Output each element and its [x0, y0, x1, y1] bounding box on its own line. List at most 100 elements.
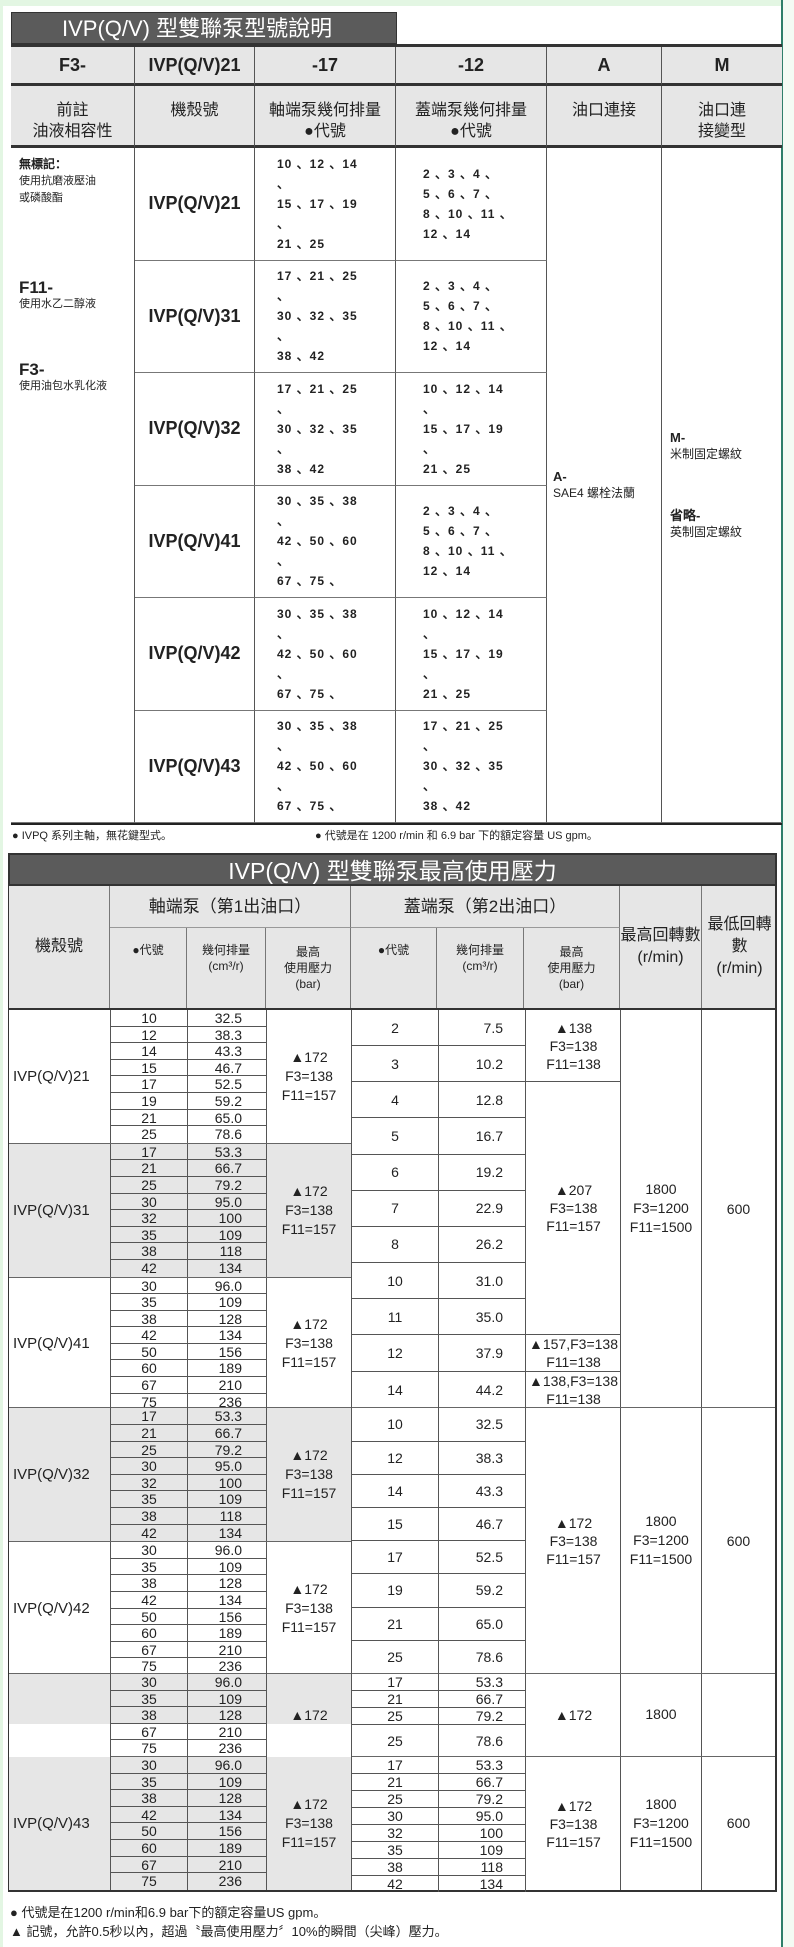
pressure-line: F11=157 — [281, 1619, 337, 1636]
cover-pump-header: 蓋端泵（第2出油口） — [351, 886, 620, 928]
cover-maxp-header-line: 使用壓力 — [547, 961, 596, 975]
shaft-disp-cell: 134 — [187, 1259, 266, 1277]
cover-code-cell: 7 — [352, 1191, 438, 1227]
shaft-code-cell: 50 — [110, 1823, 187, 1840]
model-block: IVP(Q/V)21 10 32.5 12 38.3 14 43.3 15 46.7 17 52.5… — [9, 1010, 351, 1144]
code-line: 5 、6 、7 、 — [423, 299, 499, 314]
shaft-code-header: ●代號 — [110, 928, 187, 1008]
cover-disp-cell: 78.6 — [438, 1724, 525, 1757]
cover-codes-cell: 2 、3 、4 、 5 、6 、7 、 8 、10 、11 、 12 、14 — [396, 485, 547, 598]
shaft-code-cell: 38 — [110, 1575, 187, 1592]
subheader-cell: 軸端泵幾何排量 ●代號 — [255, 86, 396, 148]
model-block: IVP(Q/V)43 30 96.0 35 109 38 128 42 134 50 156 60 18… — [9, 1756, 351, 1890]
cover-code-cell: 17 — [352, 1757, 438, 1774]
code-line: 38 、42 — [277, 461, 326, 476]
max-rpm-cell: 1800 — [620, 1673, 701, 1756]
pressure-line: F3=138 — [285, 1466, 333, 1483]
shaft-disp-cell: 134 — [187, 1327, 266, 1344]
cover-code-cell: 42 — [387, 1875, 403, 1892]
shaft-disp-cell: 236 — [187, 1658, 266, 1675]
shaft-code-cell: 50 — [110, 1608, 187, 1626]
port-desc: SAE4 螺栓法蘭 — [553, 486, 636, 500]
pressure-line: F11=157 — [546, 1551, 601, 1568]
cover-code-cell: 6 — [352, 1155, 438, 1191]
shaft-disp-header: 幾何排量 (cm³/r) — [187, 928, 266, 1008]
shaft-disp-cell: 52.5 — [187, 1076, 266, 1093]
shaft-code-cell: 30 — [110, 1542, 187, 1559]
model-code-title: IVP(Q/V) 型雙聯泵型號說明 — [11, 12, 397, 44]
shaft-code-cell: 32 — [110, 1210, 187, 1227]
min-rpm-cell: 600 — [700, 1408, 775, 1673]
model-code-table: F3- IVP(Q/V)21 -17 -12 A M 前註 油液相容性 機殼號 軸端泵幾何排量 ●代… — [11, 44, 782, 825]
cover-codes-cell: 2 、3 、4 、 5 、6 、7 、 8 、10 、11 、 12 、14 — [396, 260, 547, 373]
subheader-line: 軸端泵幾何排量 — [268, 102, 381, 119]
pressure-line: F3=138 — [549, 1037, 598, 1054]
pressure-note-2: ▲ 記號，允許0.5秒以內，超過〝最高使用壓力〞10%的瞬間（尖峰）壓力。 — [10, 1924, 448, 1939]
cover-disp-cell: 118 — [438, 1858, 525, 1876]
shaft-code-cell: 10 — [110, 1010, 187, 1027]
variant-desc: 英制固定螺紋 — [670, 525, 743, 539]
port-variant-cell: M- 米制固定螺紋 省略- 英制固定螺紋 — [662, 148, 782, 823]
shaft-disp-cell: 210 — [187, 1856, 266, 1874]
max-rpm-header-line: (r/min) — [637, 949, 684, 966]
cover-maxp-header-line: 最高 — [559, 945, 584, 959]
shaft-code-cell: 17 — [110, 1076, 187, 1093]
model-label — [9, 1673, 110, 1757]
shaft-disp-cell: 79.2 — [187, 1176, 266, 1194]
cover-disp-cell: 100 — [438, 1824, 525, 1842]
shaft-codes-cell: 17 、21 、25 、 30 、32 、35 、 38 、42 — [255, 373, 396, 486]
shaft-code-cell: 60 — [110, 1625, 187, 1642]
shaft-code-cell: 35 — [110, 1558, 187, 1576]
cover-disp-cell: 44.2 — [438, 1372, 525, 1409]
shaft-code-cell: 21 — [110, 1160, 187, 1177]
shaft-pump-header-line: 軸端泵（第1出油口） — [148, 896, 312, 916]
pressure-line: F3=138 — [285, 1201, 333, 1218]
subheader-line: 機殼號 — [170, 102, 219, 119]
top-band — [0, 0, 782, 6]
shaft-max-pressure-cell: ▲172 F3=138 F11=157 — [266, 1408, 351, 1542]
shaft-disp-cell: 128 — [187, 1310, 266, 1328]
subheader-cell: 油口連接 — [547, 86, 662, 148]
shaft-code-cell: 30 — [110, 1458, 187, 1475]
shaft-disp-cell: 66.7 — [187, 1424, 266, 1442]
cover-disp-cell: 12.8 — [438, 1082, 525, 1119]
code-line: 8 、10 、11 、 — [423, 206, 513, 221]
shaft-codes-cell: 30 、35 、38 、 42 、50 、60 、 67 、75 、 — [255, 598, 396, 711]
rpm-line: 1800 — [645, 1513, 677, 1530]
shaft-disp-cell: 100 — [187, 1474, 266, 1492]
port-code: A- — [553, 469, 567, 484]
shaft-disp-cell: 59.2 — [187, 1092, 266, 1110]
pressure-line: F3=138 — [285, 1335, 333, 1352]
cover-disp-cell: 66.7 — [438, 1773, 525, 1791]
right-margin — [783, 0, 794, 1947]
cover-disp-cell: 38.3 — [438, 1441, 525, 1475]
model-label: IVP(Q/V)31 — [9, 1143, 110, 1277]
pressure-line: F11=157 — [281, 1833, 337, 1850]
cover-disp-cell: 35.0 — [438, 1299, 525, 1336]
cover-code-cell: 25 — [352, 1791, 438, 1808]
shaft-disp-cell: 53.3 — [187, 1143, 266, 1161]
code-line: 21 、25 — [423, 686, 472, 701]
cover-disp-cell: 78.6 — [438, 1640, 525, 1674]
shaft-disp-cell: 134 — [187, 1806, 266, 1824]
cover-code-cell: 12 — [352, 1335, 438, 1373]
shaft-disp-cell: 109 — [187, 1226, 266, 1244]
cover-code-cell: 25 — [352, 1708, 438, 1725]
shaft-disp-cell: 43.3 — [187, 1043, 266, 1060]
code-line: 21 、25 — [277, 236, 326, 251]
shaft-code-cell: 15 — [110, 1059, 187, 1077]
pressure-line: ▲172 — [554, 1515, 593, 1532]
cover-max-pressure-cell: ▲138,F3=138 F11=138 — [525, 1372, 621, 1409]
header-cell: M — [662, 47, 782, 86]
left-edge — [0, 0, 3, 1947]
shaft-disp-cell: 100 — [187, 1210, 266, 1227]
model-header: 機殼號 — [9, 886, 110, 1008]
cover-disp-header-line: 幾何排量 — [455, 943, 504, 957]
model-cell: IVP(Q/V)41 — [135, 485, 255, 598]
cover-disp-cell: 10.2 — [438, 1046, 525, 1083]
cover-disp-cell: 37.9 — [438, 1335, 525, 1373]
compat-code: F3- — [19, 360, 45, 379]
model-label: IVP(Q/V)21 — [13, 1067, 90, 1085]
pressure-line: F11=138 — [546, 1391, 601, 1408]
pressure-line: ▲172 — [290, 1447, 328, 1464]
